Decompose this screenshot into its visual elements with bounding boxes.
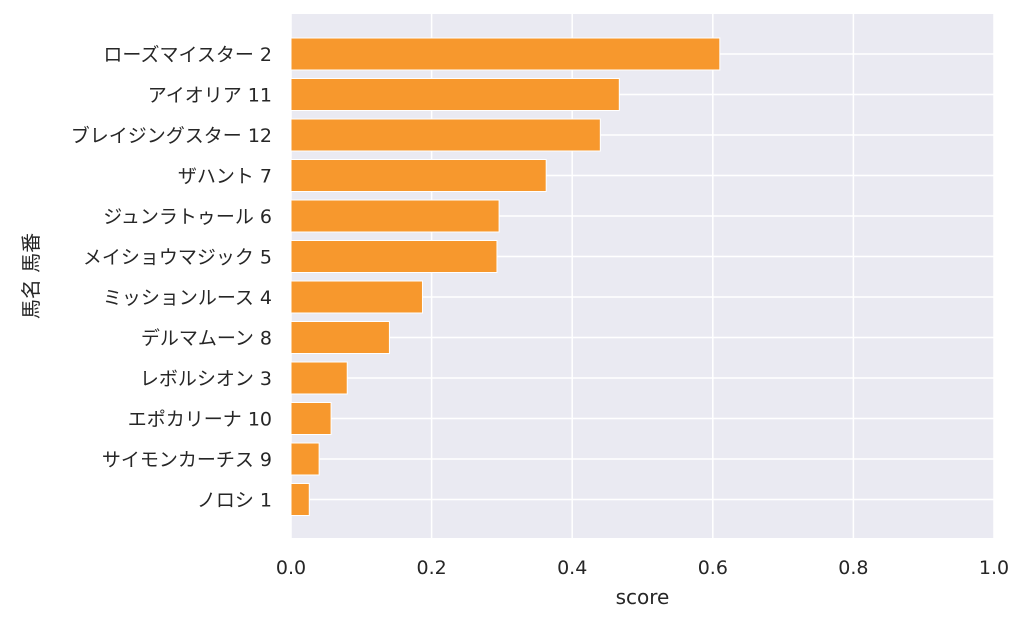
y-tick-label: エポカリーナ 10 [128, 409, 272, 431]
bars [290, 37, 721, 516]
bar [290, 159, 547, 192]
x-tick-label: 0.8 [838, 557, 868, 579]
y-axis-label: 馬名 馬番 [19, 233, 43, 319]
bar [290, 199, 500, 233]
x-tick-label: 0.6 [698, 557, 728, 579]
bar [290, 37, 721, 71]
x-axis-label: score [616, 585, 670, 609]
bar [290, 361, 348, 395]
bar [290, 118, 601, 152]
bar [290, 280, 423, 314]
y-tick-label: デルマムーン 8 [141, 328, 272, 350]
y-tick-label: ミッションルース 4 [103, 287, 272, 309]
x-tick-label: 0.0 [276, 557, 306, 579]
bar [290, 321, 390, 354]
y-tick-label: ノロシ 1 [197, 490, 272, 512]
y-tick-label: ブレイジングスター 12 [71, 124, 272, 147]
y-tick-label: メイショウマジック 5 [83, 247, 272, 269]
y-tick-label: ローズマイスター 2 [103, 44, 272, 66]
y-tick-label: ジュンラトゥール 6 [103, 206, 272, 228]
bar [290, 240, 498, 273]
y-tick-label: ザハント 7 [178, 166, 272, 188]
bar [290, 402, 332, 435]
y-tick-labels: ローズマイスター 2 アイオリア 11 ブレイジングスター 12 ザハント 7 ジュンラ… [71, 44, 272, 512]
y-tick-label: サイモンカーチス 9 [102, 449, 272, 471]
y-tick-label: アイオリア 11 [148, 85, 272, 107]
x-tick-label: 0.2 [416, 557, 446, 579]
bar [290, 442, 320, 476]
x-tick-label: 1.0 [979, 557, 1009, 579]
x-tick-label: 0.4 [557, 557, 587, 579]
y-tick-label: レボルシオン 3 [140, 368, 272, 390]
x-tick-labels: 0.0 0.2 0.4 0.6 0.8 1.0 [276, 557, 1009, 579]
bar [290, 483, 310, 516]
bar [290, 78, 620, 111]
